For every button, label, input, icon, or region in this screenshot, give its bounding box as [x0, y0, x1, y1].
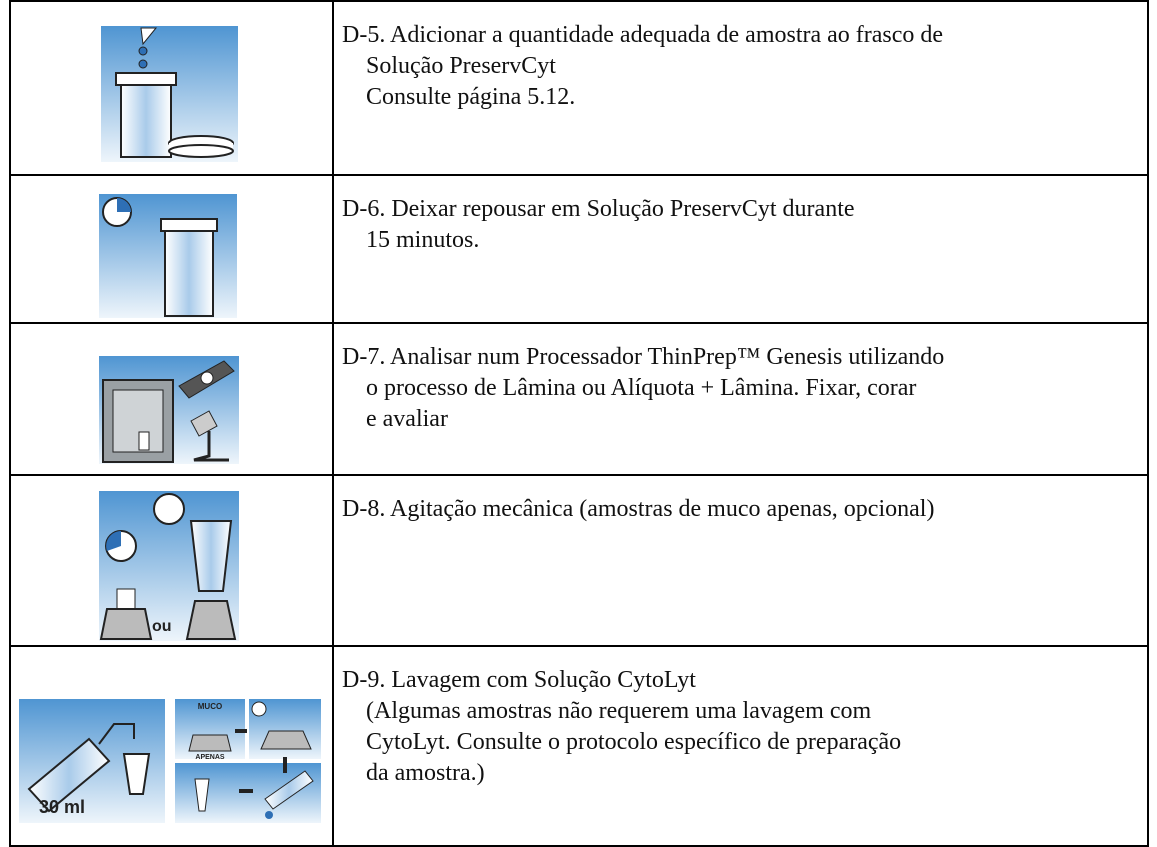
cytolyt-bottle-illustration: 30 ml	[19, 699, 165, 823]
text-cell: D-9. Lavagem com Solução CytoLyt (Alguma…	[332, 645, 1149, 847]
text-cell: D-7. Analisar num Processador ThinPrep™ …	[332, 322, 1149, 476]
text-cell: D-6. Deixar repousar em Solução PreservC…	[332, 174, 1149, 324]
step-text: Solução PreservCyt	[366, 53, 556, 79]
step-text: o processo de Lâmina ou Alíquota + Lâmin…	[366, 375, 917, 401]
step-text: 15 minutos.	[366, 227, 480, 253]
step-text: da amostra.)	[366, 760, 485, 786]
illustration-cell	[9, 322, 334, 476]
step-text: Consulte página 5.12.	[366, 84, 576, 110]
step-text: D-8. Agitação mecânica (amostras de muco…	[342, 496, 935, 522]
icon-label: MUCO	[198, 702, 222, 711]
row: D-6. Deixar repousar em Solução PreservC…	[9, 174, 1149, 324]
step-text: D-5. Adicionar a quantidade adequada de …	[342, 22, 944, 48]
text-cell: D-8. Agitação mecânica (amostras de muco…	[332, 474, 1149, 647]
row: D-5. Adicionar a quantidade adequada de …	[9, 0, 1149, 176]
step-text: D-6. Deixar repousar em Solução PreservC…	[342, 196, 855, 222]
row: 30 ml MUCO APENAS D-9. Lavagem com Solu	[9, 645, 1149, 847]
mucus-wash-illustration: MUCO APENAS	[175, 699, 321, 823]
row: D-7. Analisar num Processador ThinPrep™ …	[9, 322, 1149, 476]
illustration-cell	[9, 0, 334, 176]
agitation-illustration: ou	[99, 491, 239, 641]
illustration-cell: 30 ml MUCO APENAS	[9, 645, 334, 847]
step-text: (Algumas amostras não requerem uma lavag…	[366, 698, 872, 724]
step-text: D-9. Lavagem com Solução CytoLyt	[342, 667, 696, 693]
icon-label: ou	[152, 618, 172, 635]
illustration-cell	[9, 174, 334, 324]
step-text: e avaliar	[366, 406, 448, 432]
processor-illustration	[99, 356, 239, 464]
step-text: D-7. Analisar num Processador ThinPrep™ …	[342, 344, 945, 370]
vial-illustration	[101, 26, 238, 162]
row: ou D-8. Agitação mecânica (amostras de m…	[9, 474, 1149, 647]
icon-label: 30 ml	[39, 797, 85, 817]
icon-label: APENAS	[195, 754, 225, 761]
step-text: CytoLyt. Consulte o protocolo específico…	[366, 729, 902, 755]
text-cell: D-5. Adicionar a quantidade adequada de …	[332, 0, 1149, 176]
illustration-cell: ou	[9, 474, 334, 647]
procedure-table: D-5. Adicionar a quantidade adequada de …	[9, 0, 1149, 847]
timer-vial-illustration	[99, 194, 237, 318]
